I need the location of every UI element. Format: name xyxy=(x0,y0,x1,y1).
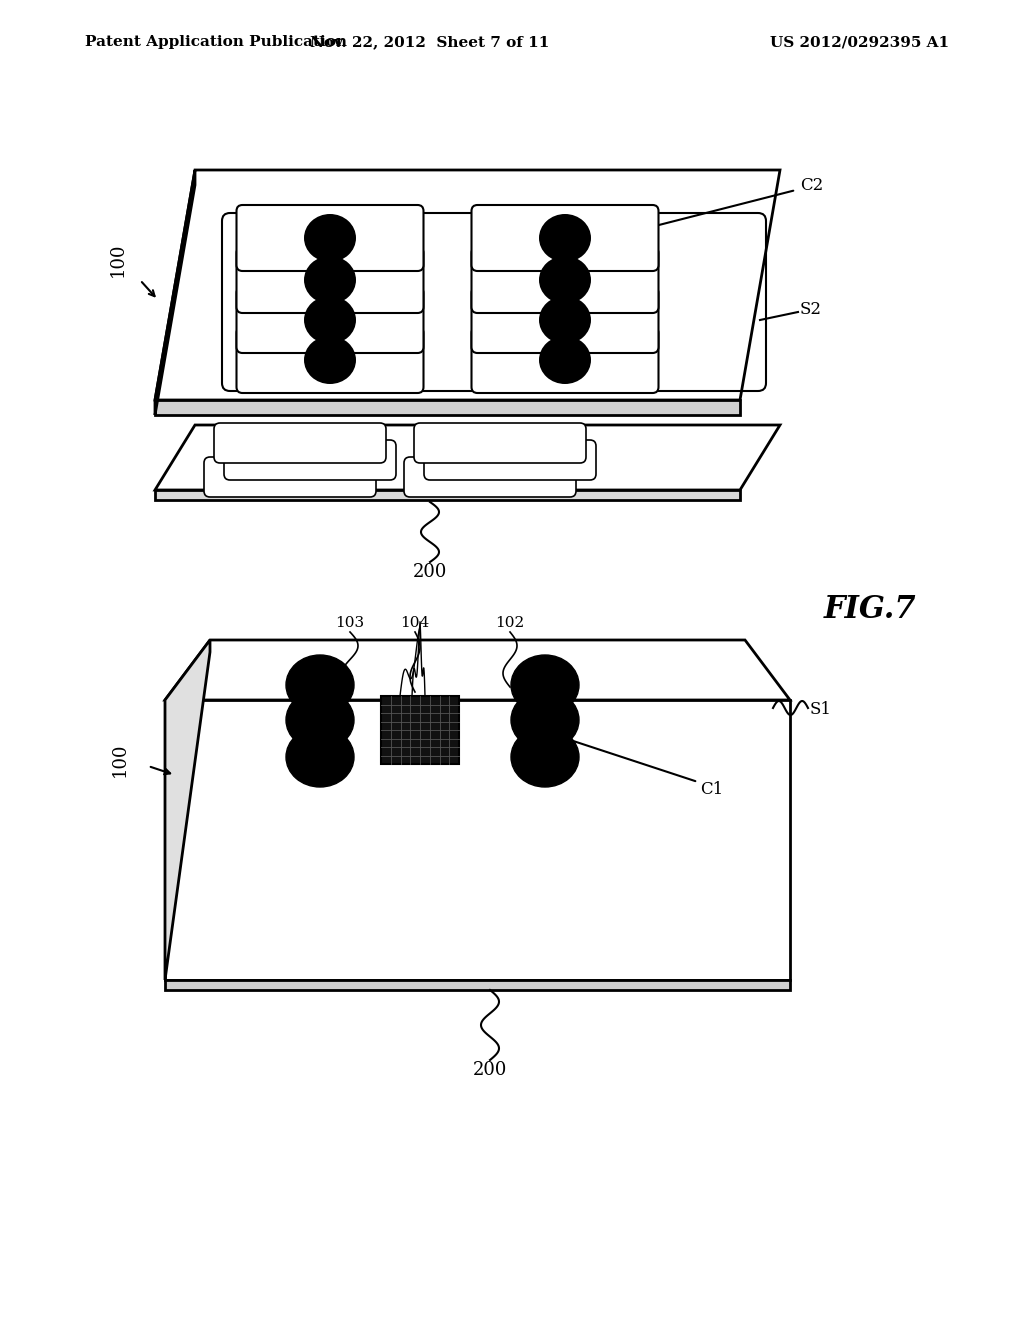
FancyBboxPatch shape xyxy=(237,327,424,393)
Ellipse shape xyxy=(511,655,579,715)
Ellipse shape xyxy=(511,727,579,787)
FancyBboxPatch shape xyxy=(237,286,424,352)
Polygon shape xyxy=(155,170,780,400)
Ellipse shape xyxy=(304,256,356,304)
Text: Patent Application Publication: Patent Application Publication xyxy=(85,36,347,49)
FancyBboxPatch shape xyxy=(471,286,658,352)
Text: S2: S2 xyxy=(800,301,822,318)
Text: C2: C2 xyxy=(800,177,823,194)
Text: FIG.7: FIG.7 xyxy=(823,594,916,626)
FancyBboxPatch shape xyxy=(471,327,658,393)
FancyBboxPatch shape xyxy=(237,205,424,271)
Text: 102: 102 xyxy=(496,616,524,630)
FancyBboxPatch shape xyxy=(224,440,396,480)
Text: 200: 200 xyxy=(413,564,447,581)
FancyBboxPatch shape xyxy=(214,422,386,463)
Polygon shape xyxy=(155,170,195,414)
Text: US 2012/0292395 A1: US 2012/0292395 A1 xyxy=(770,36,949,49)
Text: 104: 104 xyxy=(400,616,430,630)
Text: S1: S1 xyxy=(810,701,831,718)
FancyBboxPatch shape xyxy=(237,247,424,313)
Text: 100: 100 xyxy=(109,243,127,277)
Ellipse shape xyxy=(286,690,354,750)
Text: 100: 100 xyxy=(111,743,129,777)
Ellipse shape xyxy=(539,214,591,261)
Polygon shape xyxy=(155,400,740,414)
Polygon shape xyxy=(165,979,790,990)
Ellipse shape xyxy=(511,690,579,750)
FancyBboxPatch shape xyxy=(414,422,586,463)
Text: Nov. 22, 2012  Sheet 7 of 11: Nov. 22, 2012 Sheet 7 of 11 xyxy=(310,36,550,49)
Text: C1: C1 xyxy=(700,781,723,799)
Ellipse shape xyxy=(304,337,356,384)
Ellipse shape xyxy=(286,655,354,715)
Text: 103: 103 xyxy=(336,616,365,630)
Ellipse shape xyxy=(539,256,591,304)
FancyBboxPatch shape xyxy=(404,457,575,498)
Polygon shape xyxy=(165,640,790,700)
FancyBboxPatch shape xyxy=(471,247,658,313)
Ellipse shape xyxy=(286,727,354,787)
Ellipse shape xyxy=(539,296,591,345)
Polygon shape xyxy=(165,700,790,979)
FancyBboxPatch shape xyxy=(424,440,596,480)
Polygon shape xyxy=(155,425,780,490)
Text: 200: 200 xyxy=(473,1061,507,1078)
Bar xyxy=(381,696,459,764)
Ellipse shape xyxy=(304,214,356,261)
Ellipse shape xyxy=(304,296,356,345)
FancyBboxPatch shape xyxy=(204,457,376,498)
Polygon shape xyxy=(165,640,210,979)
Ellipse shape xyxy=(539,337,591,384)
FancyBboxPatch shape xyxy=(471,205,658,271)
Polygon shape xyxy=(155,490,740,500)
